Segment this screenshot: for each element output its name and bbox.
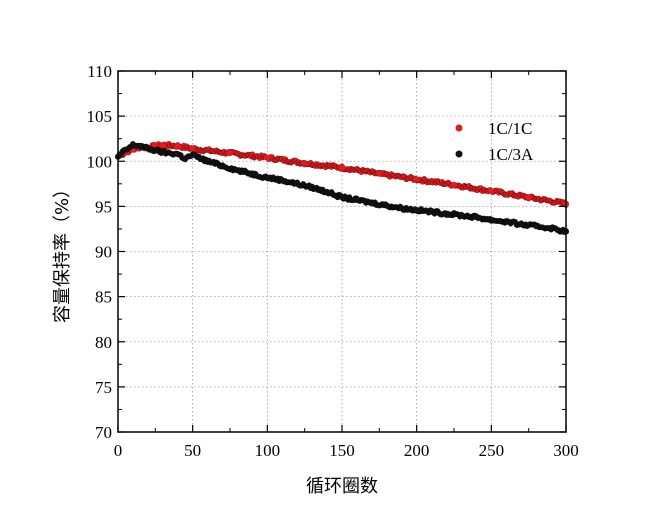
data-point-key xyxy=(368,199,375,206)
x-tick-label: 300 xyxy=(553,441,579,460)
y-tick-label: 75 xyxy=(95,378,112,397)
data-point-key xyxy=(398,205,405,212)
data-point-key xyxy=(413,206,420,213)
grid xyxy=(118,71,566,432)
data-point-key xyxy=(413,176,420,183)
data-point-key xyxy=(234,167,241,174)
tick-labels: 70 75 80 85 90 95 100 105 110 0 50 100 150 200 250 300 xyxy=(87,62,579,460)
x-tick-label: 100 xyxy=(255,441,281,460)
y-tick-label: 80 xyxy=(95,333,112,352)
y-tick-label: 90 xyxy=(95,243,112,262)
data-point-key xyxy=(227,150,233,157)
data-point-key xyxy=(144,145,151,152)
y-tick-label: 85 xyxy=(95,288,112,307)
data-point-key xyxy=(339,194,345,201)
series-layer xyxy=(115,140,569,235)
data-point-key xyxy=(294,180,301,187)
data-point-key xyxy=(525,194,532,201)
legend-label: 1C/1C xyxy=(488,119,532,138)
data-point-key xyxy=(324,188,331,195)
data-point-key xyxy=(443,210,450,217)
axis-ticks xyxy=(117,70,567,433)
data-point-key xyxy=(451,181,457,188)
x-tick-label: 50 xyxy=(184,441,201,460)
data-point-key xyxy=(518,221,525,228)
legend: 1C/1C 1C/3A xyxy=(455,119,534,164)
data-point-key xyxy=(279,177,286,184)
data-point-key xyxy=(503,218,510,225)
data-point-key xyxy=(204,158,211,165)
data-point-key xyxy=(473,214,480,221)
x-axis-title: 循环圈数 xyxy=(306,476,378,497)
y-tick-label: 110 xyxy=(87,62,112,81)
data-point-key xyxy=(152,147,159,154)
y-axis-title: 容量保持率（%） xyxy=(52,180,73,323)
data-point-key xyxy=(137,142,144,149)
data-point-key xyxy=(249,170,256,177)
legend-label: 1C/3A xyxy=(488,145,534,164)
data-point-key xyxy=(428,208,435,215)
data-point-key xyxy=(339,164,345,171)
y-tick-label: 70 xyxy=(95,423,112,442)
data-point-key xyxy=(182,155,189,162)
data-point-key xyxy=(533,223,540,230)
data-point-key xyxy=(174,142,181,149)
data-point-key xyxy=(353,197,360,204)
data-point-key xyxy=(129,142,136,149)
data-point-key xyxy=(123,146,130,153)
x-tick-label: 0 xyxy=(114,441,123,460)
data-point-key xyxy=(383,202,390,209)
data-point-key xyxy=(219,162,226,169)
data-point-key xyxy=(189,145,196,152)
legend-marker xyxy=(455,124,463,132)
y-tick-label: 100 xyxy=(87,152,113,171)
x-tick-label: 150 xyxy=(329,441,355,460)
data-point-key xyxy=(301,160,308,167)
x-tick-label: 250 xyxy=(479,441,505,460)
data-point-key xyxy=(309,184,316,191)
data-point-key xyxy=(159,149,166,156)
data-point-key xyxy=(189,151,196,158)
series-2 xyxy=(115,141,569,235)
data-point-key xyxy=(548,225,555,232)
data-point-key xyxy=(264,174,271,181)
x-tick-label: 200 xyxy=(404,441,430,460)
data-point-key xyxy=(119,149,126,156)
data-point-key xyxy=(376,170,383,177)
data-point-key xyxy=(264,154,271,161)
data-point-key xyxy=(488,188,495,195)
y-tick-label: 105 xyxy=(87,107,113,126)
legend-marker xyxy=(455,150,463,158)
data-point-key xyxy=(488,216,495,223)
data-point-key xyxy=(159,142,166,149)
y-tick-label: 95 xyxy=(95,197,112,216)
data-point-key xyxy=(174,151,181,158)
data-point-key xyxy=(458,212,465,219)
